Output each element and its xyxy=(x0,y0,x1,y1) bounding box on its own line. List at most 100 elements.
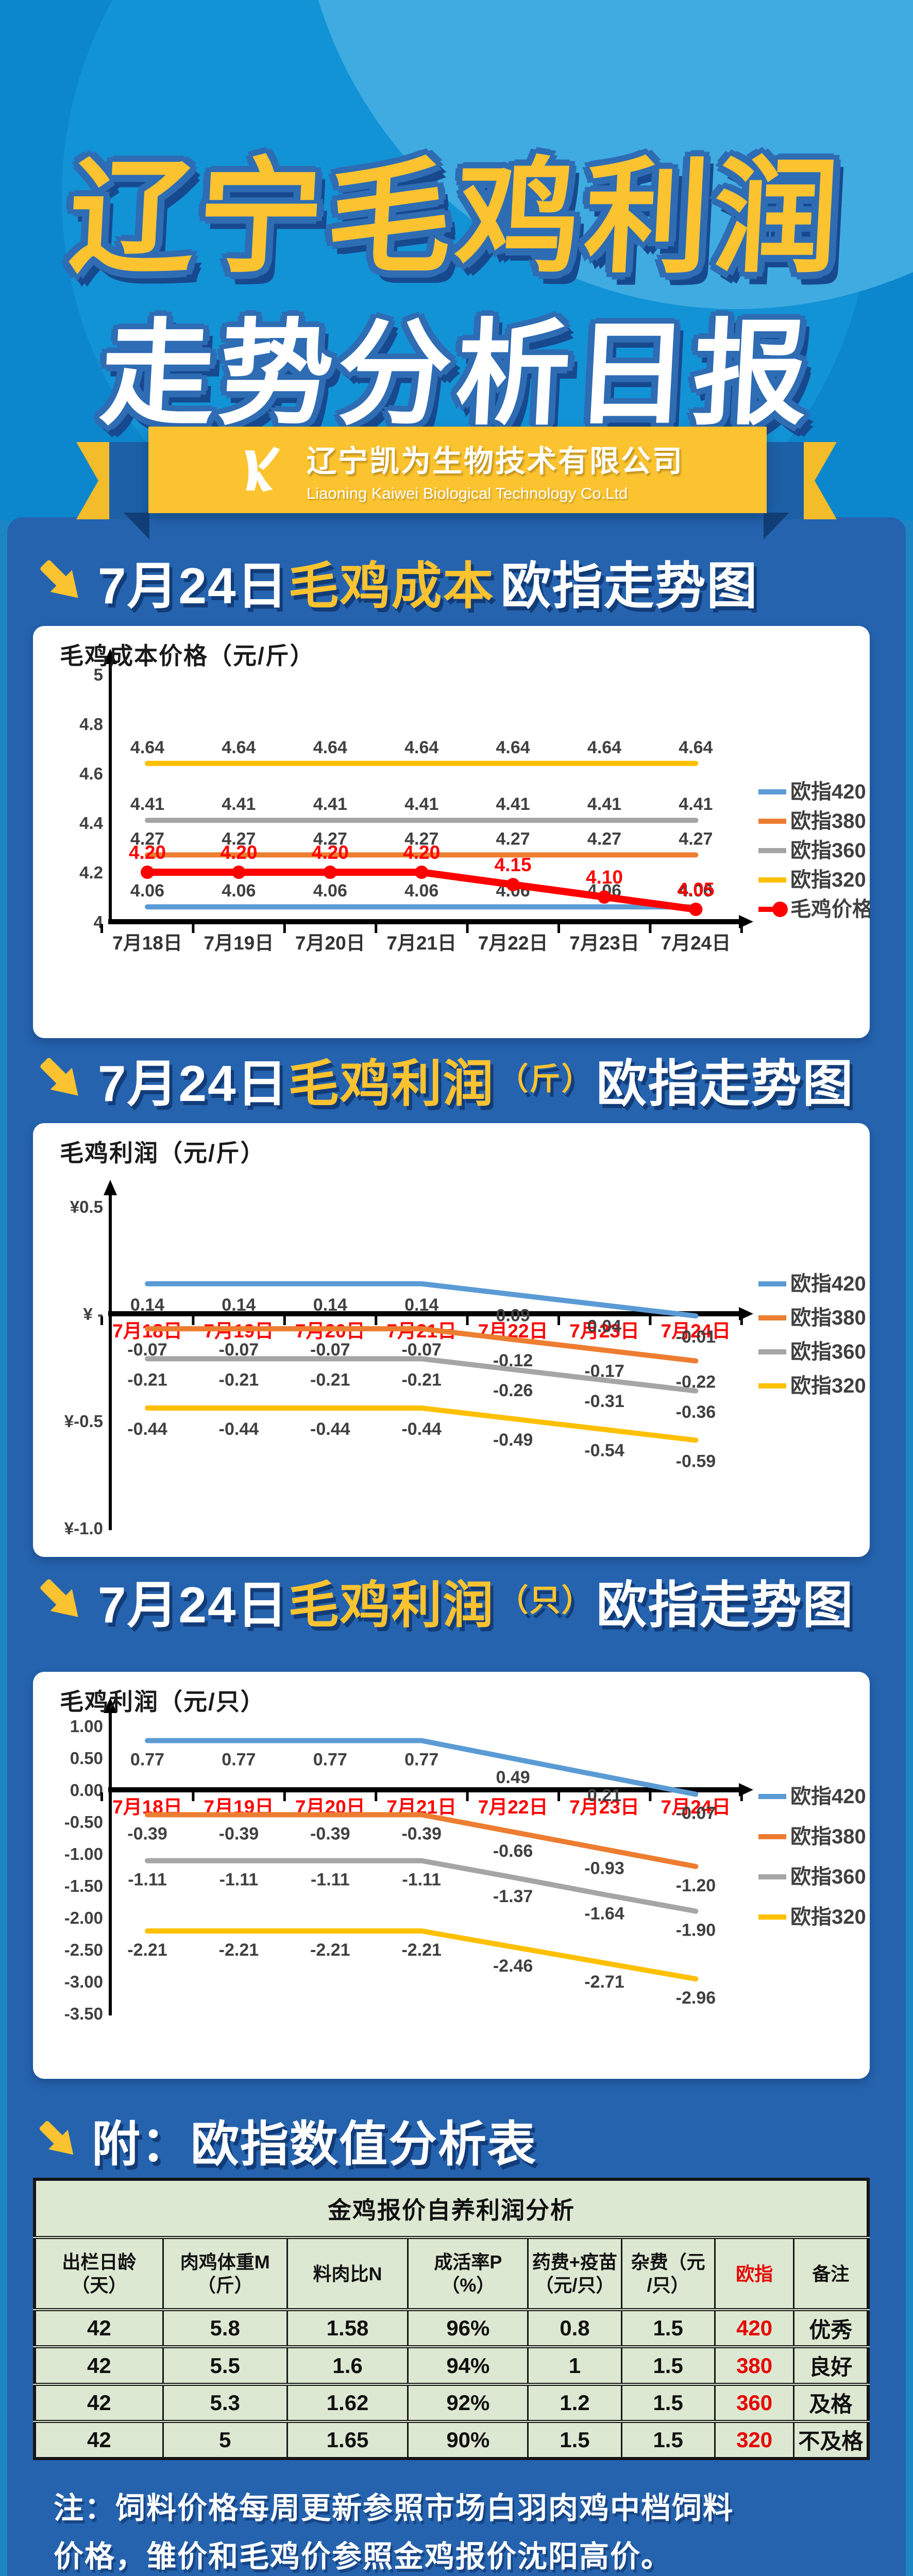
value-label: -2.21 xyxy=(401,1940,442,1960)
y-tick-label: -3.50 xyxy=(64,2004,103,2023)
line-欧指360 xyxy=(145,1858,699,1914)
value-label: -0.07 xyxy=(676,1804,716,1823)
value-label: 0.09 xyxy=(496,1306,530,1326)
table-header-cell: 杂费（元 /只） xyxy=(620,2236,716,2311)
table-cell: 42 xyxy=(33,2419,164,2460)
value-label: -0.39 xyxy=(401,1824,442,1843)
legend-label-欧指320: 欧指320 xyxy=(790,869,866,891)
value-label: -0.21 xyxy=(310,1370,350,1389)
value-label: -0.21 xyxy=(219,1370,259,1389)
value-label: -1.90 xyxy=(676,1921,716,1940)
line-欧指380 xyxy=(145,1326,699,1364)
value-label: -0.21 xyxy=(401,1370,442,1389)
company-name-en: Liaoning Kaiwei Biological Technology Co… xyxy=(306,484,628,502)
table-row: 42 5.3 1.62 92% 1.2 1.5 360 及格 xyxy=(33,2382,869,2422)
value-label: -0.01 xyxy=(676,1327,716,1347)
chart-title: 毛鸡成本价格（元/斤） xyxy=(60,642,315,669)
value-label: -0.49 xyxy=(493,1430,533,1450)
chart-card-profit-zhi: 毛鸡利润（元/只） 1.00 0.50 0.00 -0.50 -1.00 -1.50 -2.… xyxy=(33,1672,870,2079)
value-label: 4.27 xyxy=(587,829,621,849)
marker-毛鸡价格 xyxy=(506,878,520,891)
value-label: 4.41 xyxy=(130,794,164,814)
value-label: 4.64 xyxy=(130,738,164,757)
legend-label-欧指420: 欧指420 xyxy=(790,1785,866,1808)
chart-card-profit-jin: 毛鸡利润（元/斤） ¥0.5 ¥ - ¥-0.5 ¥-1.0 7月18日 7月19日 7月2… xyxy=(33,1123,870,1557)
table-header-cell: 肉鸡体重M （斤） xyxy=(162,2236,288,2311)
table-header-cell: 药费+疫苗 （元/只） xyxy=(527,2236,622,2311)
ribbon-fold-right xyxy=(764,513,789,539)
value-label: 4.64 xyxy=(313,738,347,757)
table-header-cell: 出栏日龄 （天） xyxy=(33,2236,164,2311)
table-header-cell: 欧指 xyxy=(714,2236,795,2311)
table-cell: 360 xyxy=(714,2382,795,2422)
value-label: 4.27 xyxy=(130,829,164,849)
section-title-profit-zhi: 7月24日 毛鸡利润 （只） 欧指走势图 xyxy=(33,1564,854,1637)
main-title-line1: 辽宁毛鸡利润 xyxy=(65,148,846,287)
y-tick-label: -2.00 xyxy=(64,1908,103,1927)
value-label: -0.31 xyxy=(584,1392,624,1411)
chart-title: 毛鸡利润（元/斤） xyxy=(60,1140,265,1166)
legend-label-欧指320: 欧指320 xyxy=(790,1906,866,1928)
x-date-label: 7月22日 xyxy=(478,933,548,954)
table-cell: 1.5 xyxy=(527,2419,622,2460)
analysis-table-card: 金鸡报价自养利润分析 出栏日龄 （天） 肉鸡体重M （斤） 料肉比N 成活率P （%）药… xyxy=(33,2178,870,2460)
value-label: 4.20 xyxy=(129,842,166,863)
section-suffix: 欧指走势图 xyxy=(500,557,758,614)
value-label: -2.21 xyxy=(310,1940,350,1960)
marker-毛鸡价格 xyxy=(141,866,154,879)
profit-analysis-table: 金鸡报价自养利润分析 出栏日龄 （天） 肉鸡体重M （斤） 料肉比N 成活率P （%）药… xyxy=(33,2178,870,2460)
section-highlight: 毛鸡利润 xyxy=(288,1577,495,1633)
section-suffix: 欧指走势图 xyxy=(596,1055,854,1112)
x-date-label: 7月24日 xyxy=(661,1320,731,1342)
value-label: -0.54 xyxy=(584,1441,624,1461)
table-cell: 42 xyxy=(33,2308,164,2348)
value-label: -0.93 xyxy=(584,1858,624,1878)
legend-label-欧指320: 欧指320 xyxy=(790,1375,866,1397)
value-label: 0.04 xyxy=(587,1316,621,1336)
marker-毛鸡价格 xyxy=(415,866,429,879)
value-label: -2.96 xyxy=(676,1988,716,2008)
table-cell: 1 xyxy=(527,2345,622,2385)
table-title: 金鸡报价自养利润分析 xyxy=(33,2178,869,2239)
y-tick-label: 5 xyxy=(94,665,103,684)
table-cell: 及格 xyxy=(793,2382,869,2422)
section-title-table: 附：欧指数值分析表 xyxy=(33,2105,537,2175)
marker-毛鸡价格 xyxy=(689,903,703,916)
table-cell: 96% xyxy=(407,2308,529,2348)
table-cell: 92% xyxy=(407,2382,529,2422)
value-label: 4.41 xyxy=(496,794,530,814)
company-ribbon: 辽宁凯为生物技术有限公司 Liaoning Kaiwei Biological … xyxy=(148,427,767,513)
value-label: -0.66 xyxy=(493,1841,533,1861)
table-row: 42 5 1.65 90% 1.5 1.5 320 不及格 xyxy=(33,2419,869,2460)
table-cell: 320 xyxy=(714,2419,795,2460)
value-label: 4.41 xyxy=(313,794,347,814)
value-label: -0.44 xyxy=(401,1419,442,1439)
y-tick-label: -0.50 xyxy=(64,1812,103,1832)
line-欧指420 xyxy=(145,1281,699,1319)
legend-label-欧指360: 欧指360 xyxy=(790,1866,866,1888)
y-tick-label: 1.00 xyxy=(70,1717,103,1736)
line-欧指380 xyxy=(145,1812,699,1869)
value-label: -1.11 xyxy=(128,1870,167,1890)
value-label: 0.14 xyxy=(130,1295,164,1315)
value-label: -1.64 xyxy=(584,1904,624,1923)
chart-card-cost: 毛鸡成本价格（元/斤） 5 4.8 4.6 4.4 4.2 4 7月18日 7月19日 7月20… xyxy=(33,626,873,1038)
value-label: -2.21 xyxy=(127,1940,167,1960)
table-cell: 5.5 xyxy=(162,2345,288,2385)
value-label: 4.06 xyxy=(313,881,347,901)
table-cell: 5 xyxy=(162,2419,288,2460)
y-tick-label: 4.2 xyxy=(79,863,103,882)
marker-毛鸡价格 xyxy=(232,866,246,879)
marker-毛鸡价格 xyxy=(323,866,337,879)
value-label: 4.06 xyxy=(404,881,438,901)
section-highlight: 毛鸡成本 xyxy=(288,557,495,614)
section-table-title: 附：欧指数值分析表 xyxy=(92,2117,537,2171)
value-label: -2.71 xyxy=(584,1972,624,1992)
value-label: 4.27 xyxy=(222,829,256,849)
value-label: 4.06 xyxy=(130,881,164,901)
value-label: -1.11 xyxy=(311,1870,350,1890)
table-row: 42 5.5 1.6 94% 1 1.5 380 良好 xyxy=(33,2345,869,2385)
value-label: 4.64 xyxy=(404,738,438,757)
table-cell: 优秀 xyxy=(793,2308,869,2348)
